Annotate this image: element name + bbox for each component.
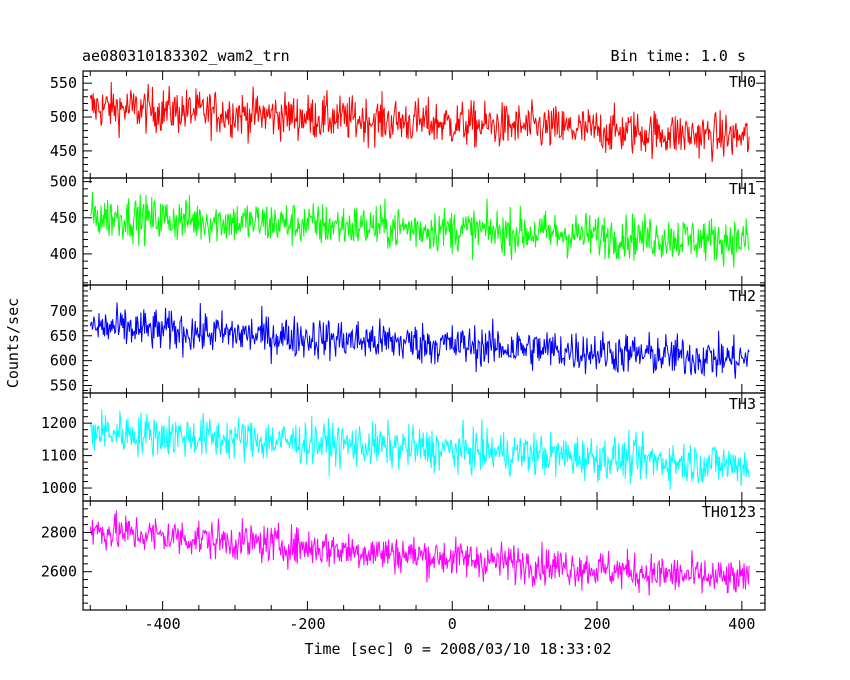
series-th2 xyxy=(89,302,750,379)
panel-th3: 1000 1100 1200 TH3 xyxy=(41,392,766,502)
x-tick-label: 0 xyxy=(448,615,457,633)
x-axis-label: Time [sec] 0 = 2008/03/10 18:33:02 xyxy=(304,640,611,658)
x-tick-label: 400 xyxy=(728,615,755,633)
y-tick-label: 450 xyxy=(50,142,77,160)
y-tick-label: 700 xyxy=(50,302,77,320)
y-tick-label: 550 xyxy=(50,74,77,92)
series-th0 xyxy=(89,81,750,163)
series-th1 xyxy=(89,191,750,268)
panel-th1: 400 450 500 TH1 xyxy=(50,173,766,286)
y-tick-label: 450 xyxy=(50,209,77,227)
panel-label: TH3 xyxy=(729,395,756,413)
panel-th2: 550 600 650 700 TH2 xyxy=(50,284,766,395)
y-tick-label: 650 xyxy=(50,327,77,345)
series-th3 xyxy=(89,409,750,491)
y-axis-label: Counts/sec xyxy=(4,298,22,388)
panel-th0: 450 500 550 TH0 xyxy=(50,70,766,179)
y-tick-label: 600 xyxy=(50,352,77,370)
panels-group: 450 500 550 TH0 400 450 500 TH1 550 600 650 700 TH2 1… xyxy=(41,70,766,633)
y-tick-label: 2600 xyxy=(41,563,77,581)
panel-label: TH2 xyxy=(729,287,756,305)
panel-label: TH0 xyxy=(729,73,756,91)
panel-th0123: 2600 2800 TH0123 xyxy=(41,500,766,611)
y-tick-label: 500 xyxy=(50,108,77,126)
panel-label: TH0123 xyxy=(702,503,756,521)
series-th0123 xyxy=(89,510,750,596)
x-tick-label: -200 xyxy=(289,615,325,633)
y-tick-label: 500 xyxy=(50,173,77,191)
chart-title: ae080310183302_wam2_trn xyxy=(82,47,290,65)
panel-label: TH1 xyxy=(729,180,756,198)
bin-time-label: Bin time: 1.0 s xyxy=(611,47,746,65)
y-tick-label: 400 xyxy=(50,245,77,263)
panel-frame xyxy=(82,500,766,611)
y-tick-label: 1200 xyxy=(41,414,77,432)
y-tick-label: 550 xyxy=(50,377,77,395)
y-tick-label: 2800 xyxy=(41,523,77,541)
x-tick-label: 200 xyxy=(583,615,610,633)
y-tick-label: 1000 xyxy=(41,479,77,497)
y-tick-label: 1100 xyxy=(41,447,77,465)
x-tick-label: -400 xyxy=(145,615,181,633)
